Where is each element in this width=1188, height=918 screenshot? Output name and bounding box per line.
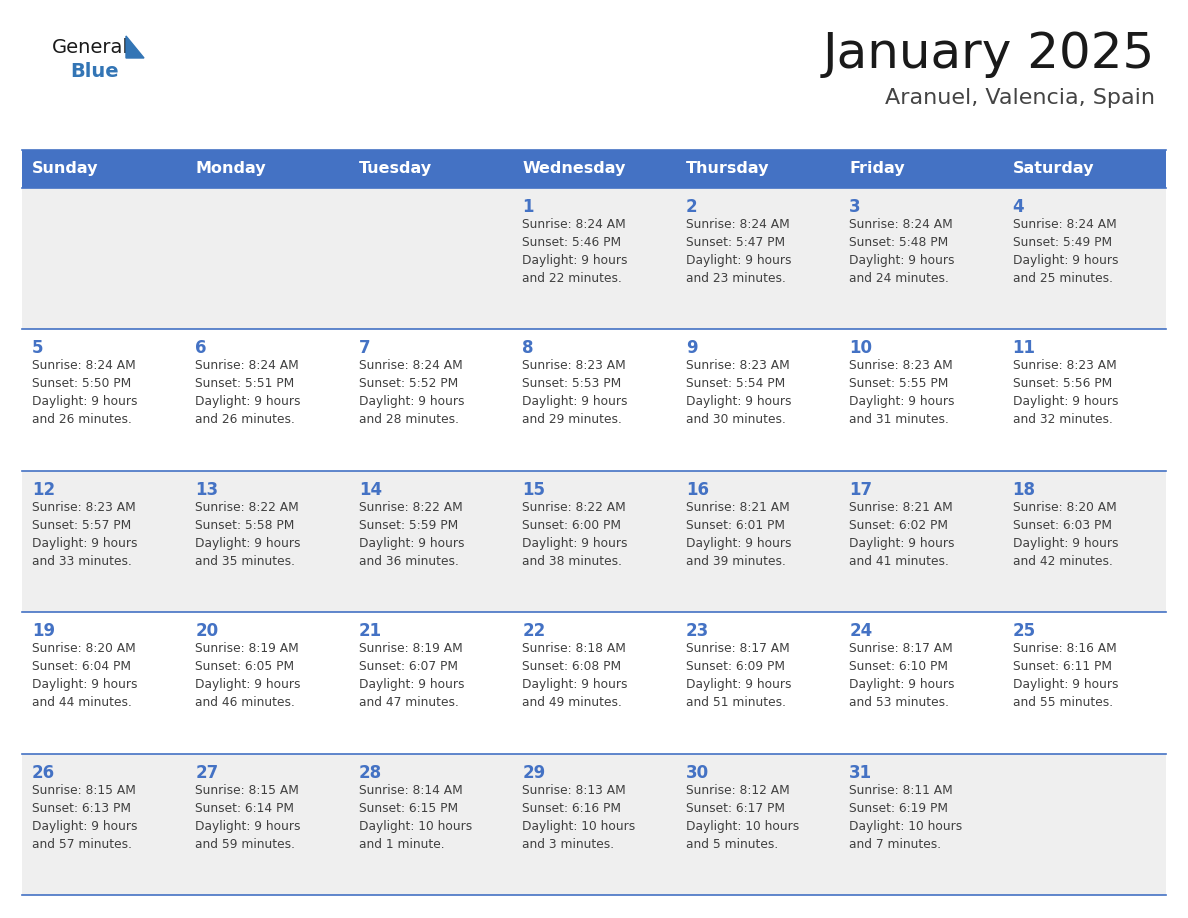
- Text: 13: 13: [196, 481, 219, 498]
- Text: Wednesday: Wednesday: [523, 162, 626, 176]
- Text: 8: 8: [523, 340, 533, 357]
- Text: 25: 25: [1012, 622, 1036, 640]
- Text: Sunrise: 8:21 AM
Sunset: 6:02 PM
Daylight: 9 hours
and 41 minutes.: Sunrise: 8:21 AM Sunset: 6:02 PM Dayligh…: [849, 501, 955, 568]
- Text: Sunrise: 8:18 AM
Sunset: 6:08 PM
Daylight: 9 hours
and 49 minutes.: Sunrise: 8:18 AM Sunset: 6:08 PM Dayligh…: [523, 643, 627, 710]
- Text: 20: 20: [196, 622, 219, 640]
- Text: Sunrise: 8:24 AM
Sunset: 5:49 PM
Daylight: 9 hours
and 25 minutes.: Sunrise: 8:24 AM Sunset: 5:49 PM Dayligh…: [1012, 218, 1118, 285]
- Text: 4: 4: [1012, 198, 1024, 216]
- Text: Tuesday: Tuesday: [359, 162, 432, 176]
- Text: 7: 7: [359, 340, 371, 357]
- Text: January 2025: January 2025: [823, 30, 1155, 78]
- Text: 6: 6: [196, 340, 207, 357]
- Bar: [185, 150, 349, 188]
- Text: Sunrise: 8:22 AM
Sunset: 5:58 PM
Daylight: 9 hours
and 35 minutes.: Sunrise: 8:22 AM Sunset: 5:58 PM Dayligh…: [196, 501, 301, 568]
- Text: Sunrise: 8:24 AM
Sunset: 5:50 PM
Daylight: 9 hours
and 26 minutes.: Sunrise: 8:24 AM Sunset: 5:50 PM Dayligh…: [32, 360, 138, 426]
- Text: Sunrise: 8:24 AM
Sunset: 5:46 PM
Daylight: 9 hours
and 22 minutes.: Sunrise: 8:24 AM Sunset: 5:46 PM Dayligh…: [523, 218, 627, 285]
- Text: 19: 19: [32, 622, 55, 640]
- Text: Sunrise: 8:23 AM
Sunset: 5:55 PM
Daylight: 9 hours
and 31 minutes.: Sunrise: 8:23 AM Sunset: 5:55 PM Dayligh…: [849, 360, 955, 426]
- Text: 27: 27: [196, 764, 219, 781]
- Bar: [23, 150, 185, 188]
- Text: 5: 5: [32, 340, 44, 357]
- Text: Blue: Blue: [70, 62, 119, 81]
- Text: 18: 18: [1012, 481, 1036, 498]
- Text: Friday: Friday: [849, 162, 905, 176]
- Text: Sunrise: 8:23 AM
Sunset: 5:54 PM
Daylight: 9 hours
and 30 minutes.: Sunrise: 8:23 AM Sunset: 5:54 PM Dayligh…: [685, 360, 791, 426]
- Text: Sunrise: 8:14 AM
Sunset: 6:15 PM
Daylight: 10 hours
and 1 minute.: Sunrise: 8:14 AM Sunset: 6:15 PM Dayligh…: [359, 784, 472, 851]
- Bar: [1003, 150, 1165, 188]
- Text: Sunrise: 8:19 AM
Sunset: 6:05 PM
Daylight: 9 hours
and 46 minutes.: Sunrise: 8:19 AM Sunset: 6:05 PM Dayligh…: [196, 643, 301, 710]
- Text: Sunrise: 8:24 AM
Sunset: 5:52 PM
Daylight: 9 hours
and 28 minutes.: Sunrise: 8:24 AM Sunset: 5:52 PM Dayligh…: [359, 360, 465, 426]
- Text: 26: 26: [32, 764, 55, 781]
- Bar: [839, 150, 1003, 188]
- Text: Monday: Monday: [196, 162, 266, 176]
- Text: Sunrise: 8:20 AM
Sunset: 6:04 PM
Daylight: 9 hours
and 44 minutes.: Sunrise: 8:20 AM Sunset: 6:04 PM Dayligh…: [32, 643, 138, 710]
- Text: Sunrise: 8:22 AM
Sunset: 6:00 PM
Daylight: 9 hours
and 38 minutes.: Sunrise: 8:22 AM Sunset: 6:00 PM Dayligh…: [523, 501, 627, 568]
- Text: Sunrise: 8:13 AM
Sunset: 6:16 PM
Daylight: 10 hours
and 3 minutes.: Sunrise: 8:13 AM Sunset: 6:16 PM Dayligh…: [523, 784, 636, 851]
- Text: 9: 9: [685, 340, 697, 357]
- Text: 11: 11: [1012, 340, 1036, 357]
- Bar: [512, 150, 676, 188]
- Bar: [23, 471, 1165, 612]
- Text: Sunrise: 8:11 AM
Sunset: 6:19 PM
Daylight: 10 hours
and 7 minutes.: Sunrise: 8:11 AM Sunset: 6:19 PM Dayligh…: [849, 784, 962, 851]
- Text: 2: 2: [685, 198, 697, 216]
- Polygon shape: [126, 36, 144, 58]
- Text: General: General: [52, 38, 128, 57]
- Text: 15: 15: [523, 481, 545, 498]
- Text: Sunrise: 8:23 AM
Sunset: 5:56 PM
Daylight: 9 hours
and 32 minutes.: Sunrise: 8:23 AM Sunset: 5:56 PM Dayligh…: [1012, 360, 1118, 426]
- Text: 17: 17: [849, 481, 872, 498]
- Text: 12: 12: [32, 481, 55, 498]
- Bar: [676, 150, 839, 188]
- Text: Aranuel, Valencia, Spain: Aranuel, Valencia, Spain: [885, 88, 1155, 108]
- Text: Thursday: Thursday: [685, 162, 769, 176]
- Text: Saturday: Saturday: [1012, 162, 1094, 176]
- Text: 3: 3: [849, 198, 861, 216]
- Bar: [349, 150, 512, 188]
- Text: 1: 1: [523, 198, 533, 216]
- Text: 14: 14: [359, 481, 383, 498]
- Text: 31: 31: [849, 764, 872, 781]
- Text: Sunrise: 8:15 AM
Sunset: 6:13 PM
Daylight: 9 hours
and 57 minutes.: Sunrise: 8:15 AM Sunset: 6:13 PM Dayligh…: [32, 784, 138, 851]
- Text: Sunrise: 8:22 AM
Sunset: 5:59 PM
Daylight: 9 hours
and 36 minutes.: Sunrise: 8:22 AM Sunset: 5:59 PM Dayligh…: [359, 501, 465, 568]
- Text: Sunrise: 8:19 AM
Sunset: 6:07 PM
Daylight: 9 hours
and 47 minutes.: Sunrise: 8:19 AM Sunset: 6:07 PM Dayligh…: [359, 643, 465, 710]
- Bar: [23, 754, 1165, 895]
- Text: Sunrise: 8:15 AM
Sunset: 6:14 PM
Daylight: 9 hours
and 59 minutes.: Sunrise: 8:15 AM Sunset: 6:14 PM Dayligh…: [196, 784, 301, 851]
- Text: Sunrise: 8:17 AM
Sunset: 6:10 PM
Daylight: 9 hours
and 53 minutes.: Sunrise: 8:17 AM Sunset: 6:10 PM Dayligh…: [849, 643, 955, 710]
- Bar: [23, 612, 1165, 754]
- Text: 10: 10: [849, 340, 872, 357]
- Text: Sunday: Sunday: [32, 162, 99, 176]
- Bar: [23, 188, 1165, 330]
- Text: Sunrise: 8:16 AM
Sunset: 6:11 PM
Daylight: 9 hours
and 55 minutes.: Sunrise: 8:16 AM Sunset: 6:11 PM Dayligh…: [1012, 643, 1118, 710]
- Text: 29: 29: [523, 764, 545, 781]
- Text: 24: 24: [849, 622, 872, 640]
- Text: 21: 21: [359, 622, 383, 640]
- Text: Sunrise: 8:24 AM
Sunset: 5:51 PM
Daylight: 9 hours
and 26 minutes.: Sunrise: 8:24 AM Sunset: 5:51 PM Dayligh…: [196, 360, 301, 426]
- Text: Sunrise: 8:24 AM
Sunset: 5:47 PM
Daylight: 9 hours
and 23 minutes.: Sunrise: 8:24 AM Sunset: 5:47 PM Dayligh…: [685, 218, 791, 285]
- Text: Sunrise: 8:23 AM
Sunset: 5:53 PM
Daylight: 9 hours
and 29 minutes.: Sunrise: 8:23 AM Sunset: 5:53 PM Dayligh…: [523, 360, 627, 426]
- Bar: [23, 330, 1165, 471]
- Text: 30: 30: [685, 764, 709, 781]
- Text: Sunrise: 8:17 AM
Sunset: 6:09 PM
Daylight: 9 hours
and 51 minutes.: Sunrise: 8:17 AM Sunset: 6:09 PM Dayligh…: [685, 643, 791, 710]
- Text: 22: 22: [523, 622, 545, 640]
- Text: 23: 23: [685, 622, 709, 640]
- Text: Sunrise: 8:23 AM
Sunset: 5:57 PM
Daylight: 9 hours
and 33 minutes.: Sunrise: 8:23 AM Sunset: 5:57 PM Dayligh…: [32, 501, 138, 568]
- Text: 16: 16: [685, 481, 709, 498]
- Text: Sunrise: 8:20 AM
Sunset: 6:03 PM
Daylight: 9 hours
and 42 minutes.: Sunrise: 8:20 AM Sunset: 6:03 PM Dayligh…: [1012, 501, 1118, 568]
- Text: 28: 28: [359, 764, 383, 781]
- Text: Sunrise: 8:12 AM
Sunset: 6:17 PM
Daylight: 10 hours
and 5 minutes.: Sunrise: 8:12 AM Sunset: 6:17 PM Dayligh…: [685, 784, 800, 851]
- Text: Sunrise: 8:24 AM
Sunset: 5:48 PM
Daylight: 9 hours
and 24 minutes.: Sunrise: 8:24 AM Sunset: 5:48 PM Dayligh…: [849, 218, 955, 285]
- Text: Sunrise: 8:21 AM
Sunset: 6:01 PM
Daylight: 9 hours
and 39 minutes.: Sunrise: 8:21 AM Sunset: 6:01 PM Dayligh…: [685, 501, 791, 568]
